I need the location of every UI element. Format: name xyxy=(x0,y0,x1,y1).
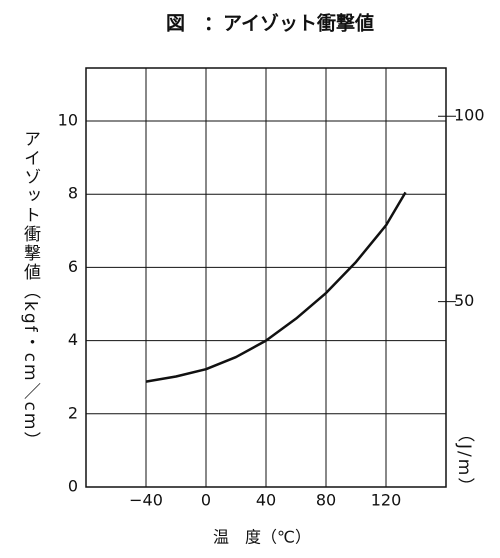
x-tick-label: 0 xyxy=(201,491,211,510)
x-tick-label: −40 xyxy=(129,491,163,510)
chart-title: 図 ：アイゾット衝撃値 xyxy=(166,12,374,35)
x-axis-label: 温 度（℃） xyxy=(213,528,311,547)
y-tick-label: 0 xyxy=(68,477,78,496)
x-tick-label: 80 xyxy=(316,491,336,510)
x-tick-label: 120 xyxy=(371,491,402,510)
y2-axis-label: （J/m） xyxy=(454,425,475,496)
data-line xyxy=(145,191,407,383)
y2-tick-label: 100 xyxy=(454,106,485,125)
y2-tick-label: 50 xyxy=(454,291,474,310)
x-tick-label: 40 xyxy=(256,491,276,510)
y-tick-label: 2 xyxy=(68,403,78,422)
y-axis-label: アイゾット衝撃値（kgf・cm／cm） xyxy=(20,130,41,450)
y-tick-label: 8 xyxy=(68,184,78,203)
y-tick-label: 10 xyxy=(58,111,78,130)
y-tick-label: 4 xyxy=(68,330,78,349)
y-tick-label: 6 xyxy=(68,257,78,276)
